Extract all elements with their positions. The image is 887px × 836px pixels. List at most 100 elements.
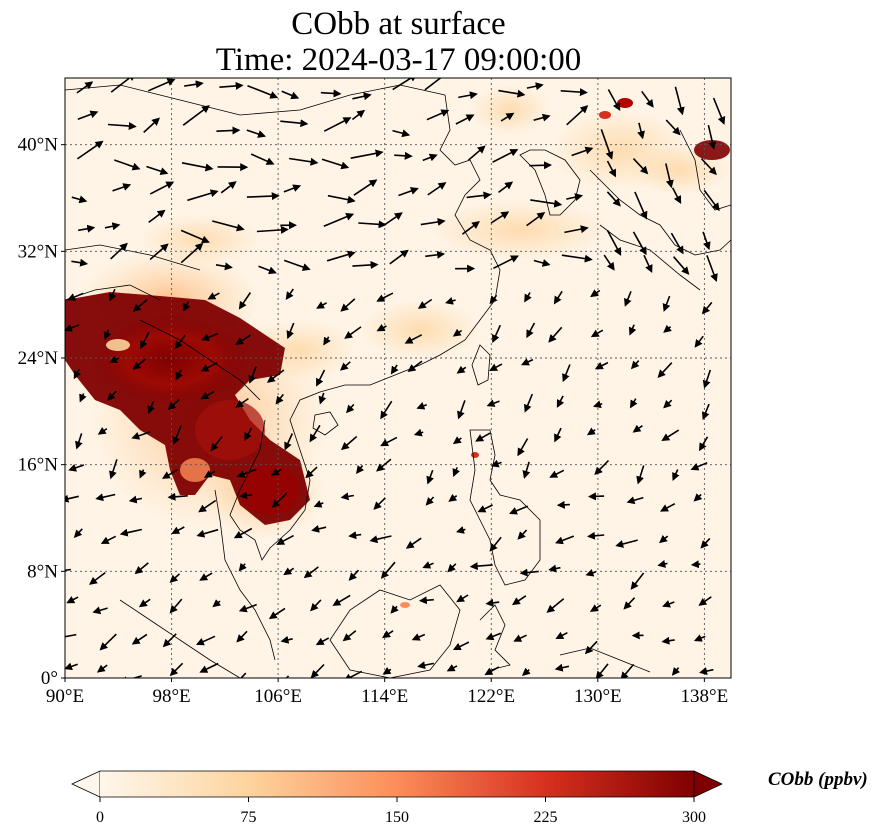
wind-arrow [380,400,393,420]
wind-arrow [702,231,711,251]
wind-arrow [461,221,480,235]
wind-arrow [498,89,526,98]
wind-arrow [95,493,116,502]
wind-arrow [353,179,378,196]
wind-arrow [636,465,645,485]
wind-arrow [246,192,280,201]
wind-arrow [517,529,528,540]
wind-arrow [452,328,463,337]
wind-arrow [65,494,79,503]
lat-tick-label: 0° [41,668,58,689]
wind-arrow [587,531,605,540]
wind-arrow [706,255,718,283]
wind-arrow [477,504,493,513]
wind-arrow [422,561,434,569]
wind-arrow [358,220,387,229]
wind-arrow [184,80,204,89]
wind-arrow [606,160,617,178]
wind-arrow [332,594,351,606]
wind-arrow [662,600,675,608]
wind-arrow [132,298,148,312]
wind-arrow [548,326,563,343]
wind-arrow [256,225,289,234]
lon-tick-label: 90°E [46,686,84,707]
wind-arrow [250,153,275,165]
wind-arrow [167,492,188,501]
wind-arrow [200,362,218,372]
wind-arrow [643,254,653,274]
wind-arrow [712,97,726,125]
wind-arrow [662,295,671,312]
lon-tick-label: 130°E [574,686,622,707]
wind-arrow [615,539,638,548]
wind-arrow [588,492,605,501]
wind-arrow [524,292,532,303]
wind-arrow [323,336,331,346]
colorbar-tick-label: 225 [534,809,558,826]
colorbar-extend-max [693,770,723,798]
wind-arrow [394,151,413,160]
wind-arrow [418,596,434,605]
colorbar-tick-label: 300 [682,809,706,826]
lon-tick-label: 114°E [361,686,408,707]
wind-arrow [637,122,645,140]
wind-arrow [467,145,486,161]
wind-arrow [148,209,166,224]
wind-arrow [77,110,99,121]
wind-arrow [411,633,426,641]
wind-arrow [109,355,119,363]
wind-arrow [89,571,106,585]
wind-arrow [517,438,529,457]
wind-arrow [373,497,386,510]
colorbar-tick-label: 0 [96,809,104,826]
wind-arrow [665,163,674,189]
wind-arrow [376,292,394,302]
wind-arrow [266,369,285,383]
wind-arrow [701,301,713,315]
wind-arrow [340,435,358,451]
wind-arrow [606,191,621,207]
wind-arrow [323,213,355,227]
wind-arrow [491,324,502,343]
wind-arrow [702,369,712,389]
wind-arrow [392,78,418,91]
wind-arrow [284,433,294,451]
wind-arrow [519,568,539,577]
wind-arrow [275,393,284,405]
wind-arrow [97,426,108,435]
wind-arrow [140,331,150,350]
wind-arrow [76,140,104,160]
wind-arrow [511,595,527,606]
wind-arrow [169,573,181,583]
wind-arrow [413,428,424,437]
wind-arrow [167,399,180,411]
wind-arrow [380,561,396,579]
wind-arrow [630,572,645,590]
lat-tick-labels: 0° 8°N 16°N 24°N 32°N 40°N [18,135,65,689]
wind-arrow [624,291,632,307]
wind-arrow [219,81,244,90]
wind-arrow [663,324,672,333]
wind-arrow [320,89,342,98]
lon-tick-labels: 90°E 98°E 106°E 114°E 122°E 130°E 138°E [46,678,728,707]
wind-arrow [425,496,435,506]
wind-arrow [416,402,427,410]
wind-arrow [310,599,322,612]
wind-arrow [356,465,365,474]
wind-arrow [233,527,253,539]
wind-arrow [351,109,366,121]
wind-arrow [426,109,450,121]
wind-arrow [199,572,213,581]
wind-arrow [146,165,169,176]
lon-tick-label: 138°E [681,686,729,707]
wind-arrow [327,194,356,204]
map-title: CObb at surface [291,6,506,42]
wind-arrow [169,598,183,614]
wind-arrow [698,596,712,606]
wind-arrow [339,361,351,371]
wind-arrow [699,667,714,675]
wind-arrow [340,492,354,501]
wind-arrow [420,218,446,226]
wind-arrow [303,566,319,579]
wind-arrow [672,256,690,275]
